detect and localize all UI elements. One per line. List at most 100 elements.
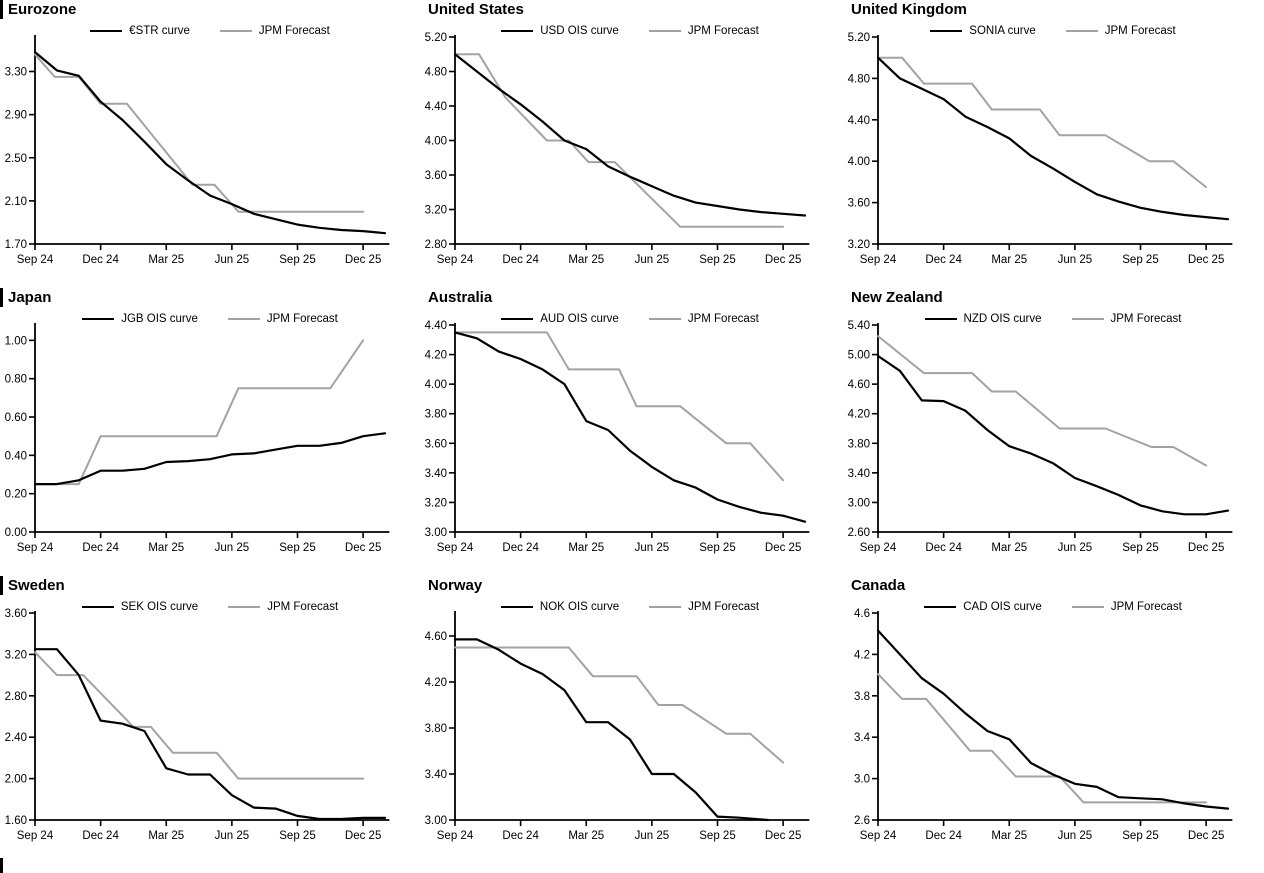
svg-text:4.80: 4.80: [425, 67, 447, 79]
chart-legend: USD OIS curve JPM Forecast: [455, 25, 805, 37]
svg-text:4.60: 4.60: [848, 379, 870, 391]
legend-label-forecast: JPM Forecast: [258, 25, 330, 37]
svg-text:2.80: 2.80: [425, 239, 447, 251]
svg-text:Dec 24: Dec 24: [502, 542, 539, 554]
legend-label-curve: SEK OIS curve: [120, 601, 199, 613]
chart-plot: 4.60 4.20 3.80 3.40 3.00 Sep 24 Dec 24 Mar 25 Ju…: [425, 611, 810, 842]
legend-label-forecast: JPM Forecast: [688, 601, 760, 613]
legend-label-curve: JGB OIS curve: [121, 313, 198, 325]
legend-item-curve: AUD OIS curve: [501, 313, 619, 325]
legend-label-forecast: JPM Forecast: [687, 25, 759, 37]
svg-text:Dec 24: Dec 24: [925, 542, 962, 554]
svg-text:Sep 25: Sep 25: [1122, 254, 1158, 266]
svg-text:0.40: 0.40: [5, 450, 27, 462]
legend-item-forecast: JPM Forecast: [227, 313, 338, 325]
legend-label-forecast: JPM Forecast: [1110, 601, 1182, 613]
svg-text:0.80: 0.80: [5, 374, 27, 386]
legend-label-forecast: JPM Forecast: [1110, 313, 1182, 325]
legend-label-curve: NZD OIS curve: [963, 313, 1042, 325]
svg-text:Sep 25: Sep 25: [279, 830, 315, 842]
svg-text:Sep 24: Sep 24: [17, 830, 54, 842]
svg-text:Jun 25: Jun 25: [635, 542, 670, 554]
svg-text:Dec 24: Dec 24: [82, 542, 119, 554]
svg-text:Mar 25: Mar 25: [148, 542, 184, 554]
svg-text:Sep 24: Sep 24: [860, 254, 897, 266]
svg-text:Dec 24: Dec 24: [925, 254, 962, 266]
svg-text:Dec 24: Dec 24: [925, 830, 962, 842]
legend-item-curve: CAD OIS curve: [924, 601, 1042, 613]
svg-text:4.80: 4.80: [848, 73, 870, 85]
svg-text:0.00: 0.00: [5, 527, 27, 539]
svg-text:4.20: 4.20: [425, 350, 447, 362]
svg-text:1.70: 1.70: [5, 239, 27, 251]
forecast-line-swatch: [1071, 318, 1104, 320]
chart-title: Australia: [428, 289, 493, 306]
chart-title: United States: [428, 1, 524, 18]
chart-plot: 3.60 3.20 2.80 2.40 2.00 1.60 Sep 24 Dec 24 Mar …: [5, 608, 390, 842]
svg-text:4.40: 4.40: [848, 115, 870, 127]
svg-text:3.8: 3.8: [854, 691, 870, 703]
svg-text:Sep 25: Sep 25: [699, 254, 735, 266]
svg-text:4.40: 4.40: [425, 101, 447, 113]
svg-text:3.20: 3.20: [848, 239, 870, 251]
chart-panel-australia: Australia AUD OIS curve JPM Forecast 4.40 4.…: [420, 288, 843, 576]
svg-text:5.40: 5.40: [848, 320, 870, 332]
svg-text:Sep 24: Sep 24: [17, 254, 54, 266]
legend-label-curve: AUD OIS curve: [540, 313, 619, 325]
legend-label-curve: €STR curve: [129, 25, 190, 37]
svg-text:3.20: 3.20: [5, 649, 27, 661]
legend-label-forecast: JPM Forecast: [1104, 25, 1176, 37]
svg-text:Mar 25: Mar 25: [148, 254, 184, 266]
svg-text:Dec 25: Dec 25: [765, 254, 801, 266]
chart-legend: €STR curve JPM Forecast: [35, 25, 385, 37]
svg-text:4.60: 4.60: [425, 631, 447, 643]
curve-line-swatch: [501, 30, 534, 32]
legend-item-curve: USD OIS curve: [501, 25, 619, 37]
legend-item-curve: SONIA curve: [930, 25, 1036, 37]
curve-line-swatch: [501, 318, 534, 320]
svg-text:3.60: 3.60: [848, 198, 870, 210]
forecast-line-swatch: [1065, 30, 1098, 32]
svg-text:Dec 25: Dec 25: [345, 542, 381, 554]
svg-text:3.00: 3.00: [425, 815, 447, 827]
svg-text:Dec 25: Dec 25: [765, 542, 801, 554]
svg-text:5.20: 5.20: [848, 32, 870, 44]
svg-text:3.00: 3.00: [848, 497, 870, 509]
legend-item-forecast: JPM Forecast: [228, 601, 338, 613]
chart-panel-eurozone: Eurozone €STR curve JPM Forecast 3.30 2.90 2.…: [0, 0, 420, 288]
chart-plot: 1.00 0.80 0.60 0.40 0.20 0.00 Sep 24 Dec 24 Mar …: [5, 323, 390, 554]
chart-panel-united-states: United States USD OIS curve JPM Forecast 5.…: [420, 0, 843, 288]
legend-item-forecast: JPM Forecast: [649, 601, 759, 613]
svg-text:2.90: 2.90: [5, 110, 27, 122]
chart-legend: SEK OIS curve JPM Forecast: [35, 601, 385, 613]
chart-legend: SONIA curve JPM Forecast: [878, 25, 1228, 37]
legend-item-forecast: JPM Forecast: [1065, 25, 1176, 37]
svg-text:4.40: 4.40: [425, 320, 447, 332]
chart-title: New Zealand: [851, 289, 943, 306]
svg-text:5.00: 5.00: [848, 350, 870, 362]
svg-text:3.0: 3.0: [854, 774, 870, 786]
svg-text:Sep 24: Sep 24: [437, 254, 474, 266]
curve-line-swatch: [924, 318, 957, 320]
svg-text:Mar 25: Mar 25: [568, 542, 604, 554]
svg-text:Jun 25: Jun 25: [635, 254, 670, 266]
svg-text:Jun 25: Jun 25: [635, 830, 670, 842]
legend-label-curve: CAD OIS curve: [963, 601, 1042, 613]
svg-text:4.00: 4.00: [425, 379, 447, 391]
svg-text:3.20: 3.20: [425, 497, 447, 509]
chart-legend: NOK OIS curve JPM Forecast: [455, 601, 805, 613]
svg-text:3.80: 3.80: [848, 438, 870, 450]
legend-item-curve: JGB OIS curve: [82, 313, 198, 325]
curve-line-swatch: [500, 606, 533, 608]
chart-panel-new-zealand: New Zealand NZD OIS curve JPM Forecast 5.40…: [843, 288, 1264, 576]
svg-text:Dec 24: Dec 24: [502, 254, 539, 266]
svg-text:4.20: 4.20: [848, 409, 870, 421]
chart-title: Japan: [0, 288, 420, 307]
legend-item-curve: €STR curve: [90, 25, 190, 37]
svg-text:Sep 24: Sep 24: [437, 830, 474, 842]
legend-item-curve: NOK OIS curve: [500, 601, 619, 613]
svg-text:3.80: 3.80: [425, 723, 447, 735]
svg-text:Mar 25: Mar 25: [148, 830, 184, 842]
curve-line-swatch: [924, 606, 957, 608]
svg-text:Dec 25: Dec 25: [345, 830, 381, 842]
